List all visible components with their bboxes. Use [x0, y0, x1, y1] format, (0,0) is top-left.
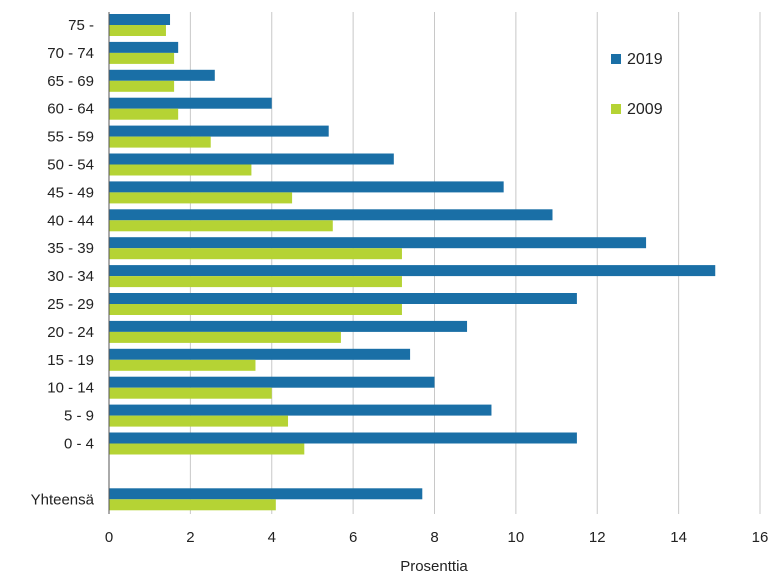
- bar-2009: [109, 80, 175, 92]
- x-axis-labels: 0 2 4 6 8 10 12 14 16: [105, 529, 769, 546]
- bar-2009: [109, 136, 211, 148]
- bar-2019: [109, 97, 272, 109]
- legend-label: 2019: [627, 51, 663, 68]
- bar-2009: [109, 415, 289, 427]
- bar-2019: [109, 432, 577, 444]
- bar-2019: [109, 293, 577, 304]
- bar-2009: [109, 359, 256, 371]
- legend-label: 2009: [627, 101, 663, 118]
- x-tick-label: 8: [430, 529, 438, 546]
- bar-2019: [109, 41, 179, 53]
- bar-2019: [109, 125, 329, 137]
- bar-2019: [109, 69, 215, 81]
- y-tick-label: 45 - 49: [47, 184, 94, 201]
- y-tick-label: 40 - 44: [47, 212, 94, 229]
- bar-2009: [109, 220, 333, 232]
- bar-2009: [109, 331, 341, 343]
- x-tick-label: 6: [349, 529, 357, 546]
- x-axis-title: Prosenttia: [400, 558, 468, 574]
- y-tick-label: 60 - 64: [47, 101, 94, 118]
- bar-2009: [109, 52, 175, 64]
- x-tick-label: 14: [670, 529, 687, 546]
- bar-2019: [109, 376, 435, 388]
- y-tick-label: 0 - 4: [64, 436, 94, 453]
- bar-2019: [109, 153, 394, 165]
- bar-2009: [109, 276, 402, 288]
- legend: 2019 2009: [611, 51, 663, 118]
- bar-2019: [109, 265, 716, 277]
- y-tick-label: 10 - 14: [47, 380, 94, 397]
- bar-2009: [109, 164, 252, 176]
- bar-2019: [109, 488, 423, 500]
- bar-2009: [109, 248, 402, 260]
- x-tick-label: 0: [105, 529, 113, 546]
- bar-2009: [109, 25, 166, 36]
- bar-2009: [109, 108, 179, 120]
- bar-2009: [109, 499, 276, 511]
- bar-2009: [109, 192, 293, 204]
- x-tick-label: 12: [589, 529, 606, 546]
- y-axis-labels: 75 - 70 - 74 65 - 69 60 - 64 55 - 59 50 - 54 4…: [31, 17, 95, 508]
- x-tick-label: 4: [268, 529, 276, 546]
- x-tick-label: 2: [186, 529, 194, 546]
- bar-2009: [109, 387, 272, 399]
- y-tick-label: 70 - 74: [47, 45, 94, 62]
- bar-2019: [109, 320, 468, 332]
- y-tick-label: 15 - 19: [47, 352, 94, 369]
- y-tick-label: 35 - 39: [47, 240, 94, 257]
- bar-2019: [109, 404, 492, 416]
- bar-2019: [109, 348, 411, 360]
- bar-2009: [109, 304, 402, 315]
- legend-swatch: [611, 104, 621, 114]
- x-tick-label: 10: [508, 529, 525, 546]
- y-tick-label: 5 - 9: [64, 408, 94, 425]
- bars: [109, 14, 716, 511]
- x-tick-label: 16: [752, 529, 769, 546]
- y-tick-label: 50 - 54: [47, 157, 94, 174]
- bar-2019: [109, 14, 171, 25]
- bar-2019: [109, 209, 553, 221]
- bar-2019: [109, 181, 504, 193]
- y-tick-label: 20 - 24: [47, 324, 94, 341]
- gridlines: [108, 12, 761, 514]
- y-tick-label: 55 - 59: [47, 129, 94, 146]
- bar-2009: [109, 443, 305, 455]
- y-tick-label: 25 - 29: [47, 296, 94, 313]
- y-tick-label: 75 -: [68, 17, 94, 34]
- bar-2019: [109, 237, 647, 249]
- y-tick-label: 65 - 69: [47, 73, 94, 90]
- legend-swatch: [611, 54, 621, 64]
- y-tick-label: Yhteensä: [31, 491, 95, 508]
- y-tick-label: 30 - 34: [47, 268, 94, 285]
